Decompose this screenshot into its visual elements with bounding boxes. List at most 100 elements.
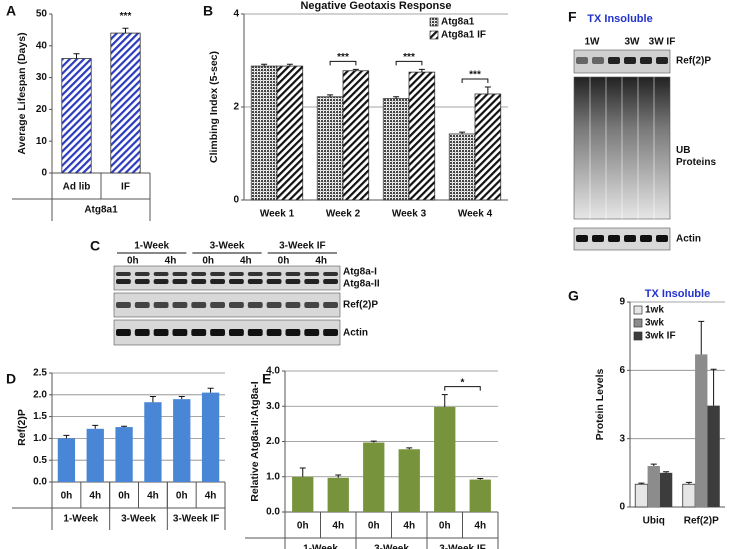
bar (382, 98, 410, 201)
error-bar (477, 478, 484, 480)
blot-lane-label: 3W IF (649, 37, 676, 48)
legend-swatch (429, 17, 439, 27)
bar (695, 354, 708, 507)
blot-band (323, 272, 338, 276)
blot-band (592, 57, 604, 64)
blot-band (229, 272, 244, 276)
blot-band (266, 272, 282, 276)
blot-group-label: 3-Week (210, 241, 245, 252)
blot-band (191, 329, 207, 336)
blot-band (172, 272, 188, 276)
panel-label: B (203, 3, 213, 19)
blot-band (576, 57, 588, 64)
blot-strip (113, 319, 341, 346)
error-bar (121, 425, 128, 428)
blot-band (285, 329, 301, 336)
bar (659, 472, 673, 507)
significance-bracket (395, 60, 423, 66)
blot-group-label: 1-Week (134, 241, 169, 252)
x-tick-label: 0h (297, 521, 309, 532)
bar (327, 477, 349, 512)
y-tick-label: 2.5 (33, 368, 47, 379)
blot-band (247, 279, 263, 284)
group-label: 3-Week IF (173, 514, 220, 525)
y-tick-label: 0.0 (33, 477, 47, 488)
significance-bracket (444, 386, 481, 391)
panel-label: F (568, 9, 577, 25)
blot-band (191, 279, 207, 284)
x-tick-label: 4h (205, 491, 217, 502)
y-axis-label: Average Lifespan (Days) (16, 32, 28, 154)
error-bar (710, 368, 717, 406)
blot-band (172, 329, 188, 336)
x-tick-label: Ad lib (63, 182, 91, 193)
bar (634, 483, 648, 508)
error-bar (459, 131, 466, 134)
bar (316, 96, 344, 201)
blot-band (608, 235, 620, 242)
y-tick-label: 50 (36, 9, 48, 20)
bar (173, 399, 191, 482)
y-tick-label: 2 (233, 102, 239, 113)
group-label: 3-Week (121, 514, 156, 525)
blot-lane-label: 0h (202, 256, 214, 267)
legend-swatch (633, 305, 643, 315)
blot-band (285, 272, 301, 276)
blot-band (266, 329, 282, 336)
legend-label: Atg8a1 (441, 17, 475, 28)
blot-band (210, 302, 225, 308)
y-axis-label: Ref(2)P (16, 409, 28, 446)
group-label: 1-Week (303, 544, 338, 549)
bar (682, 483, 696, 508)
error-bar (286, 63, 293, 67)
y-tick-label: 0 (619, 502, 625, 513)
blot-band (134, 279, 150, 284)
blot-band (116, 279, 131, 284)
error-bar (335, 474, 342, 478)
blot-row-label: Ref(2)P (343, 300, 378, 311)
blot-row-label: Atg8a-I (343, 267, 377, 278)
bar (448, 133, 476, 201)
blot-band (247, 302, 263, 308)
blot-band (116, 302, 131, 308)
significance-bracket (461, 78, 489, 84)
blot-lane-label: 4h (165, 256, 177, 267)
bar (115, 427, 133, 482)
annotation: *** (337, 52, 349, 63)
y-tick-label: 4.0 (266, 366, 280, 377)
x-tick-label: IF (121, 182, 130, 193)
x-tick-label: Week 3 (392, 209, 427, 220)
error-bar (327, 94, 334, 97)
bar (144, 402, 162, 482)
blot-band (323, 302, 338, 308)
x-tick-label: Week 1 (260, 209, 295, 220)
significance-bracket (329, 60, 357, 66)
blot-strip (573, 227, 671, 251)
blot-band (191, 302, 207, 308)
bar (707, 405, 720, 507)
blot-band (116, 272, 131, 276)
bar (201, 392, 220, 482)
y-tick-label: 2.0 (33, 389, 47, 400)
error-bar (299, 467, 306, 477)
y-tick-label: 0.0 (266, 507, 280, 518)
x-tick-label: 0h (439, 521, 451, 532)
blot-lane-label: 3W (625, 37, 641, 48)
blot-band (134, 302, 150, 308)
x-tick-label: 0h (176, 491, 188, 502)
bar (342, 70, 370, 201)
blot-band (576, 235, 588, 242)
blot-band (153, 329, 169, 336)
blot-band (624, 57, 636, 64)
bar (250, 65, 278, 201)
error-bar (73, 53, 80, 59)
y-tick-label: 20 (36, 104, 48, 115)
y-tick-label: 1.0 (266, 471, 280, 482)
x-tick-label: Ubiq (643, 516, 665, 527)
blot-lane-label: 4h (315, 256, 327, 267)
legend-label: 1wk (645, 305, 664, 316)
y-tick-label: 6 (619, 365, 625, 376)
blot-band (266, 302, 282, 308)
error-bar (698, 320, 705, 355)
